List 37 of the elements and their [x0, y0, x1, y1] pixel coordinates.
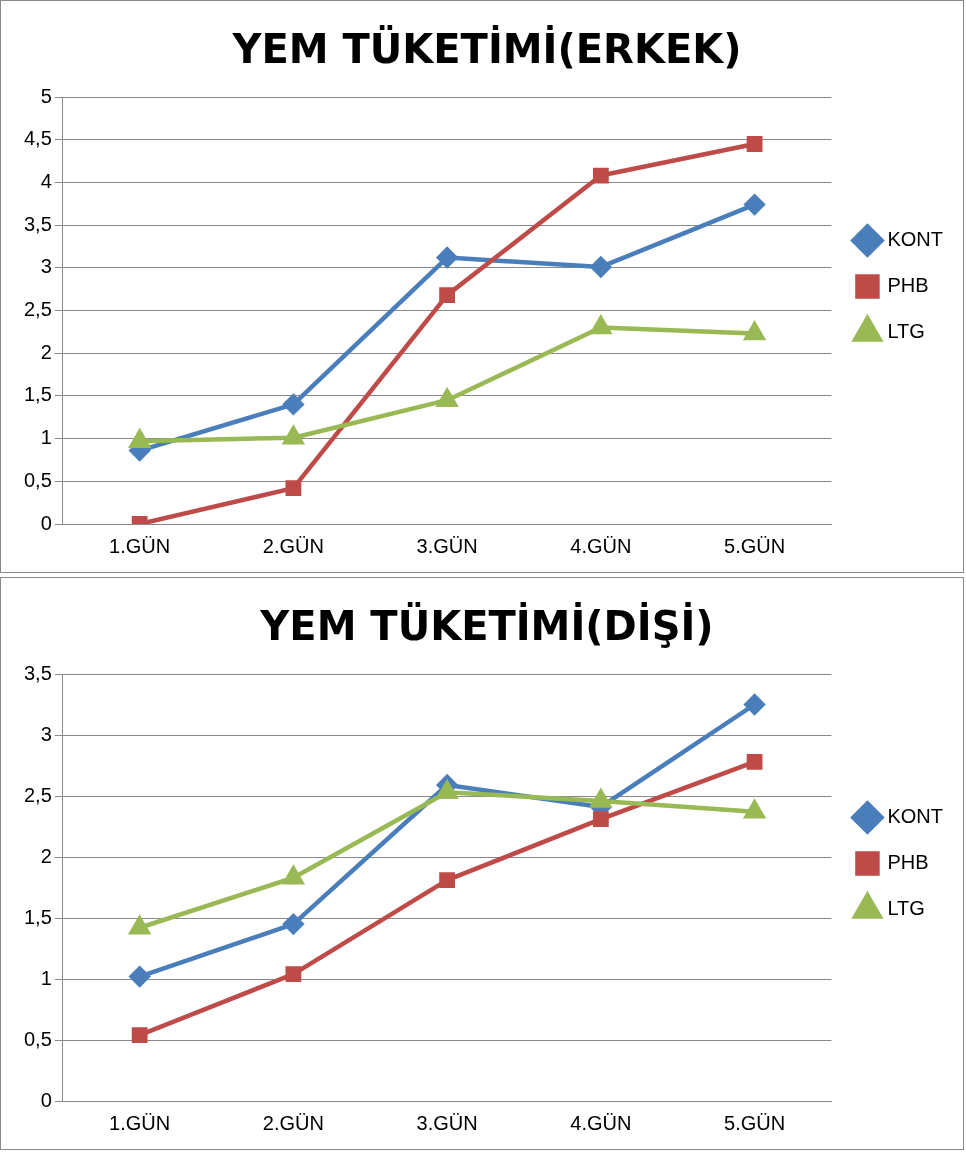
- legend-label: PHB: [887, 851, 929, 874]
- y-tick-label: 3: [40, 722, 52, 745]
- x-tick-label: 4.GÜN: [570, 1111, 632, 1134]
- y-tick-label: 2: [40, 340, 52, 363]
- y-tick-label: 1,5: [23, 383, 52, 406]
- y-tick-label: 1: [40, 426, 52, 449]
- x-tick-label: 3.GÜN: [416, 534, 478, 557]
- y-tick-label: 3,5: [23, 212, 52, 235]
- legend-label: KONT: [887, 805, 944, 828]
- y-tick-label: 0: [40, 511, 52, 534]
- legend-label: LTG: [887, 320, 925, 343]
- y-tick-label: 0: [40, 1088, 52, 1111]
- x-tick-label: 1.GÜN: [109, 1111, 171, 1134]
- y-tick-label: 4: [40, 169, 52, 192]
- y-tick-label: 2: [40, 844, 52, 867]
- x-tick-label: 3.GÜN: [416, 1111, 478, 1134]
- y-tick-label: 3: [40, 255, 52, 278]
- y-tick-label: 1: [40, 966, 52, 989]
- y-tick-label: 1,5: [23, 905, 52, 928]
- legend-label: LTG: [887, 897, 925, 920]
- x-tick-label: 1.GÜN: [109, 534, 171, 557]
- y-tick-label: 4,5: [23, 127, 52, 150]
- x-tick-label: 2.GÜN: [262, 1111, 324, 1134]
- x-tick-label: 5.GÜN: [724, 1111, 786, 1134]
- x-tick-label: 2.GÜN: [262, 534, 324, 557]
- y-tick-label: 0,5: [23, 1027, 52, 1050]
- x-tick-label: 5.GÜN: [724, 534, 786, 557]
- x-tick-label: 4.GÜN: [570, 534, 632, 557]
- y-tick-label: 0,5: [23, 468, 52, 491]
- chart-title: YEM TÜKETİMİ(DİŞİ): [259, 602, 714, 650]
- y-tick-label: 3,5: [23, 661, 52, 684]
- chart-title: YEM TÜKETİMİ(ERKEK): [231, 25, 742, 73]
- legend-label: PHB: [887, 274, 929, 297]
- y-tick-label: 2,5: [23, 783, 52, 806]
- legend-label: KONT: [887, 228, 944, 251]
- y-tick-label: 5: [40, 84, 52, 107]
- y-tick-label: 2,5: [23, 298, 52, 321]
